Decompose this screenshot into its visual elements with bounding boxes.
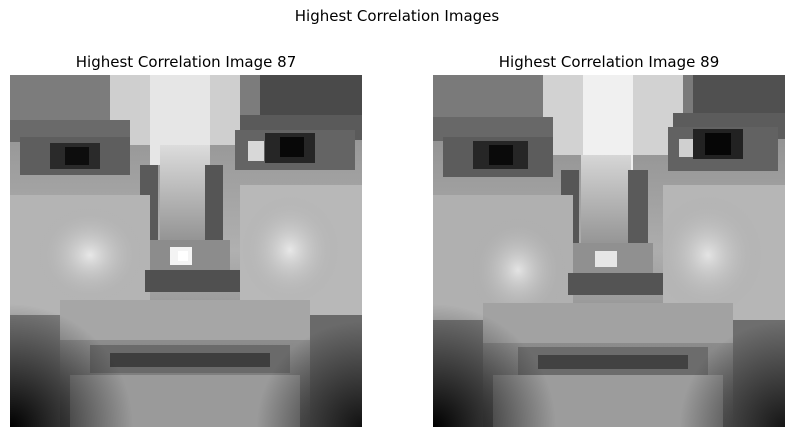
face-image-89: [433, 75, 785, 427]
face-image-87: [10, 75, 362, 427]
panel-title-image-87: Highest Correlation Image 87: [75, 53, 297, 71]
panel-title-image-89: Highest Correlation Image 89: [498, 53, 720, 71]
figure-suptitle: Highest Correlation Images: [294, 7, 500, 25]
